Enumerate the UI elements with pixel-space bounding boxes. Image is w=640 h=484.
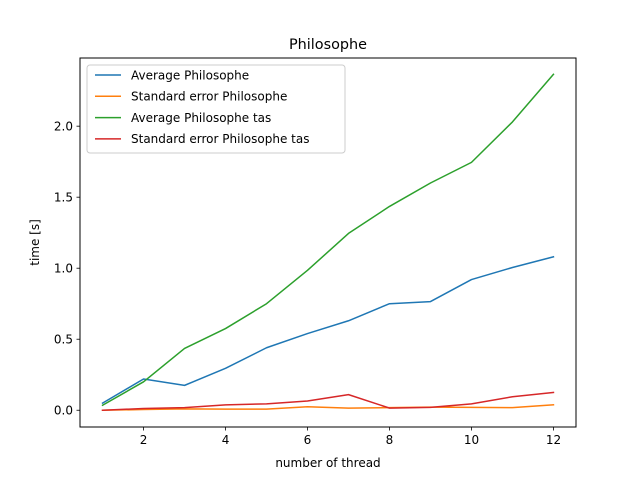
- x-tick-label: 4: [222, 433, 230, 447]
- y-tick-label: 1.0: [54, 262, 73, 276]
- legend: Average Philosophe Standard error Philoso…: [86, 64, 346, 154]
- legend-label: Average Philosophe tas: [131, 111, 271, 125]
- legend-box: [86, 64, 346, 154]
- x-tick-label: 10: [464, 433, 479, 447]
- y-tick-label: 2.0: [54, 119, 73, 133]
- y-axis-ticks: 0.0 0.5 1.0 1.5 2.0: [54, 119, 80, 418]
- x-axis-label: number of thread: [275, 456, 380, 470]
- series-line-3: [101, 73, 555, 407]
- plot-lines: [101, 73, 555, 412]
- x-tick-label: 2: [140, 433, 148, 447]
- legend-items: Average Philosophe Standard error Philoso…: [95, 68, 309, 146]
- x-axis-ticks: 2 4 6 8 10 12: [140, 427, 561, 447]
- y-tick-label: 1.5: [54, 190, 73, 204]
- legend-label: Standard error Philosophe tas: [131, 132, 309, 146]
- series-line-2: [101, 404, 555, 412]
- series-line-1: [101, 255, 555, 405]
- chart-title: Philosophe: [289, 37, 367, 53]
- x-tick-label: 8: [386, 433, 394, 447]
- y-tick-label: 0.0: [54, 404, 73, 418]
- y-axis-label: time [s]: [28, 219, 42, 266]
- y-tick-label: 0.5: [54, 333, 73, 347]
- legend-label: Average Philosophe: [131, 68, 249, 82]
- x-tick-label: 12: [546, 433, 561, 447]
- series-line-4: [101, 391, 555, 412]
- x-tick-label: 6: [304, 433, 312, 447]
- legend-label: Standard error Philosophe: [131, 90, 287, 104]
- axes-frame: [79, 57, 577, 428]
